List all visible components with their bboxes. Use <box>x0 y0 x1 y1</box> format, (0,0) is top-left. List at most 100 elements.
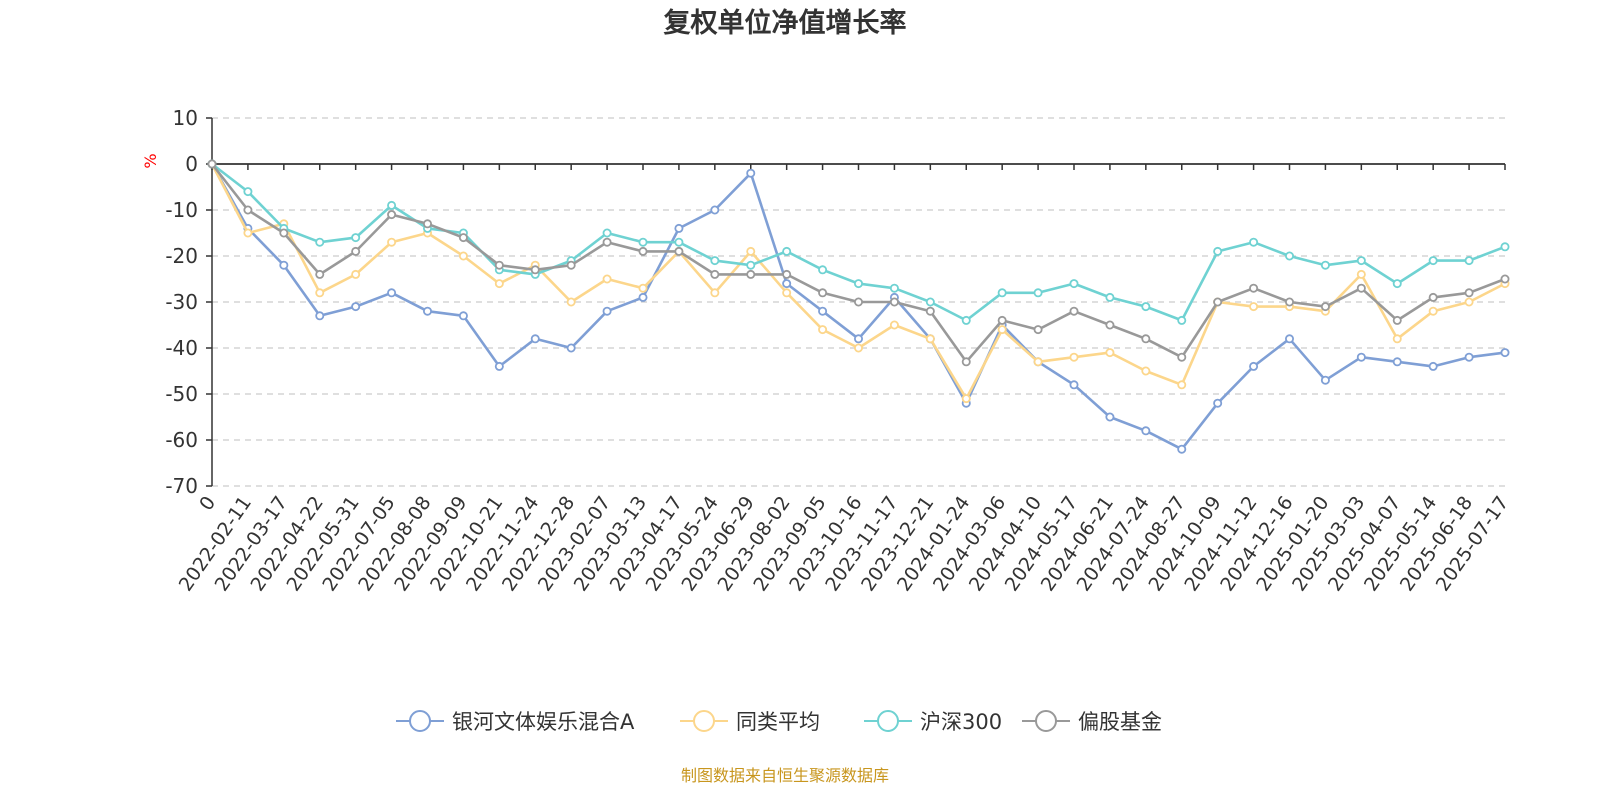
data-point <box>889 320 899 330</box>
series-line <box>211 162 1506 322</box>
data-point <box>997 288 1007 298</box>
y-tick-label: -30 <box>165 290 198 314</box>
data-point <box>566 260 576 270</box>
data-point <box>854 297 864 307</box>
data-point <box>315 311 325 321</box>
legend[interactable]: 银河文体娱乐混合A 同类平均 沪深300 偏股基金 <box>396 710 1162 734</box>
legend-item[interactable]: 同类平均 <box>680 710 820 734</box>
data-point <box>1141 302 1151 312</box>
data-point <box>746 168 756 178</box>
data-point <box>961 315 971 325</box>
data-point <box>638 246 648 256</box>
y-tick-label: -50 <box>165 382 198 406</box>
data-point <box>387 210 397 220</box>
data-point <box>566 297 576 307</box>
legend-marker <box>1035 710 1057 732</box>
y-unit-label: % <box>141 153 160 168</box>
data-point <box>1069 380 1079 390</box>
data-point <box>746 269 756 279</box>
legend-marker <box>693 710 715 732</box>
data-point <box>1249 283 1259 293</box>
data-point <box>889 283 899 293</box>
data-point <box>566 343 576 353</box>
data-point <box>1464 256 1474 266</box>
data-point <box>925 334 935 344</box>
legend-label: 偏股基金 <box>1078 710 1162 734</box>
data-point <box>1141 334 1151 344</box>
data-point <box>351 302 361 312</box>
data-point <box>1213 246 1223 256</box>
data-point <box>674 223 684 233</box>
data-point <box>422 219 432 229</box>
data-point <box>818 288 828 298</box>
data-point <box>746 246 756 256</box>
data-point <box>1428 292 1438 302</box>
legend-label: 沪深300 <box>920 710 1002 734</box>
y-tick-label: -10 <box>165 198 198 222</box>
data-point <box>494 260 504 270</box>
series-0 <box>207 159 1510 454</box>
data-point <box>1285 251 1295 261</box>
data-point <box>1033 357 1043 367</box>
data-point <box>1392 279 1402 289</box>
data-point <box>1105 412 1115 422</box>
data-point <box>1033 288 1043 298</box>
data-point <box>961 394 971 404</box>
y-tick-label: -20 <box>165 244 198 268</box>
legend-marker <box>409 710 431 732</box>
data-point <box>1356 352 1366 362</box>
data-point <box>854 279 864 289</box>
data-point <box>1213 297 1223 307</box>
data-point <box>1464 297 1474 307</box>
series-3 <box>207 159 1510 367</box>
data-point <box>854 343 864 353</box>
data-point <box>818 306 828 316</box>
data-point <box>1356 283 1366 293</box>
data-point <box>710 288 720 298</box>
data-point <box>1285 334 1295 344</box>
data-point <box>351 246 361 256</box>
data-point <box>243 205 253 215</box>
data-point <box>315 237 325 247</box>
x-tick-labels: 02022-02-112022-03-172022-04-222022-05-3… <box>175 492 1513 595</box>
data-point <box>710 269 720 279</box>
source-note: 制图数据来自恒生聚源数据库 <box>681 766 889 785</box>
data-point <box>674 237 684 247</box>
legend-marker <box>877 710 899 732</box>
data-point <box>1500 348 1510 358</box>
data-point <box>458 251 468 261</box>
data-point <box>315 269 325 279</box>
data-point <box>1249 237 1259 247</box>
data-point <box>674 246 684 256</box>
legend-item[interactable]: 银河文体娱乐混合A <box>396 710 635 734</box>
data-point <box>458 311 468 321</box>
data-point <box>1285 297 1295 307</box>
data-point <box>1141 366 1151 376</box>
data-point <box>1249 302 1259 312</box>
data-point <box>782 279 792 289</box>
data-point <box>530 265 540 275</box>
data-point <box>1033 325 1043 335</box>
data-point <box>207 159 217 169</box>
data-point <box>1320 302 1330 312</box>
data-point <box>782 288 792 298</box>
data-point <box>1464 352 1474 362</box>
data-point <box>1500 242 1510 252</box>
y-tick-label: 10 <box>173 106 198 130</box>
data-point <box>1177 444 1187 454</box>
data-point <box>710 205 720 215</box>
data-point <box>997 315 1007 325</box>
series-1 <box>207 159 1510 404</box>
data-point <box>1177 352 1187 362</box>
data-point <box>854 334 864 344</box>
y-tick-labels: 10 0 -10 -20 -30 -40 -50 -60 -70 <box>165 106 198 498</box>
legend-item[interactable]: 偏股基金 <box>1022 710 1162 734</box>
data-point <box>422 306 432 316</box>
data-point <box>1177 315 1187 325</box>
data-point <box>530 334 540 344</box>
data-point <box>1428 306 1438 316</box>
data-point <box>1392 357 1402 367</box>
legend-item[interactable]: 沪深300 <box>864 710 1002 734</box>
data-point <box>782 246 792 256</box>
y-tick-label: -70 <box>165 474 198 498</box>
